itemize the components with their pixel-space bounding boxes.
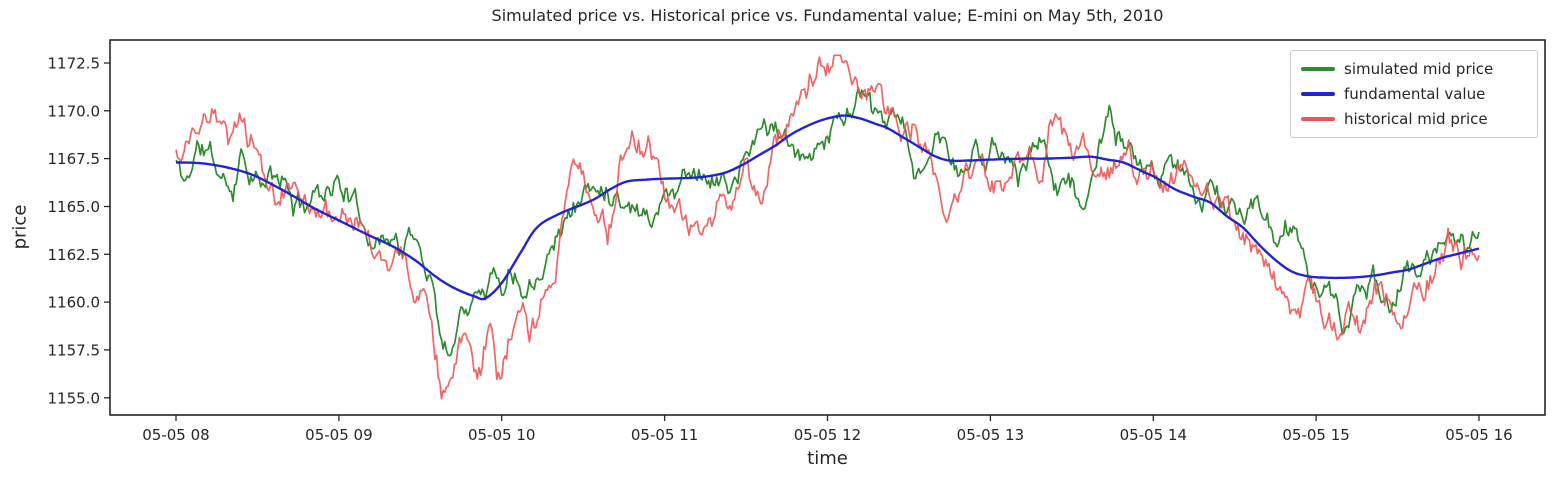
x-tick-label: 05-05 11	[631, 426, 698, 444]
legend-item-historical: historical mid price	[1301, 110, 1527, 128]
x-tick-label: 05-05 10	[468, 426, 535, 444]
legend: simulated mid price fundamental value hi…	[1290, 50, 1538, 138]
series-line-simulated	[175, 86, 1480, 357]
y-tick-label: 1155.0	[48, 389, 101, 407]
series-line-fundamental	[175, 114, 1480, 301]
plot-border	[109, 39, 1546, 416]
legend-label-simulated: simulated mid price	[1344, 60, 1494, 78]
y-axis-label: price	[9, 204, 31, 250]
x-axis-label: time	[807, 448, 848, 469]
y-tick-label: 1167.5	[48, 150, 101, 168]
y-tick-label: 1172.5	[48, 55, 101, 73]
series-line-historical	[175, 54, 1480, 400]
chart-title: Simulated price vs. Historical price vs.…	[491, 6, 1164, 25]
x-tick-label: 05-05 15	[1282, 426, 1349, 444]
x-tick-label: 05-05 09	[305, 426, 372, 444]
legend-item-simulated: simulated mid price	[1301, 60, 1527, 78]
x-tick-label: 05-05 08	[142, 426, 209, 444]
legend-swatch-fundamental	[1301, 92, 1335, 96]
y-tick-label: 1157.5	[48, 341, 101, 359]
y-tick-label: 1165.0	[48, 198, 101, 216]
x-tick-label: 05-05 13	[957, 426, 1024, 444]
y-tick-label: 1162.5	[48, 246, 101, 264]
x-tick-label: 05-05 16	[1445, 426, 1512, 444]
y-tick-label: 1160.0	[48, 294, 101, 312]
y-tick-label: 1170.0	[48, 102, 101, 120]
legend-label-fundamental: fundamental value	[1344, 85, 1486, 103]
legend-swatch-simulated	[1301, 67, 1335, 71]
x-tick-label: 05-05 14	[1120, 426, 1187, 444]
legend-swatch-historical	[1301, 117, 1335, 121]
legend-item-fundamental: fundamental value	[1301, 85, 1527, 103]
legend-label-historical: historical mid price	[1344, 110, 1488, 128]
x-tick-label: 05-05 12	[794, 426, 861, 444]
